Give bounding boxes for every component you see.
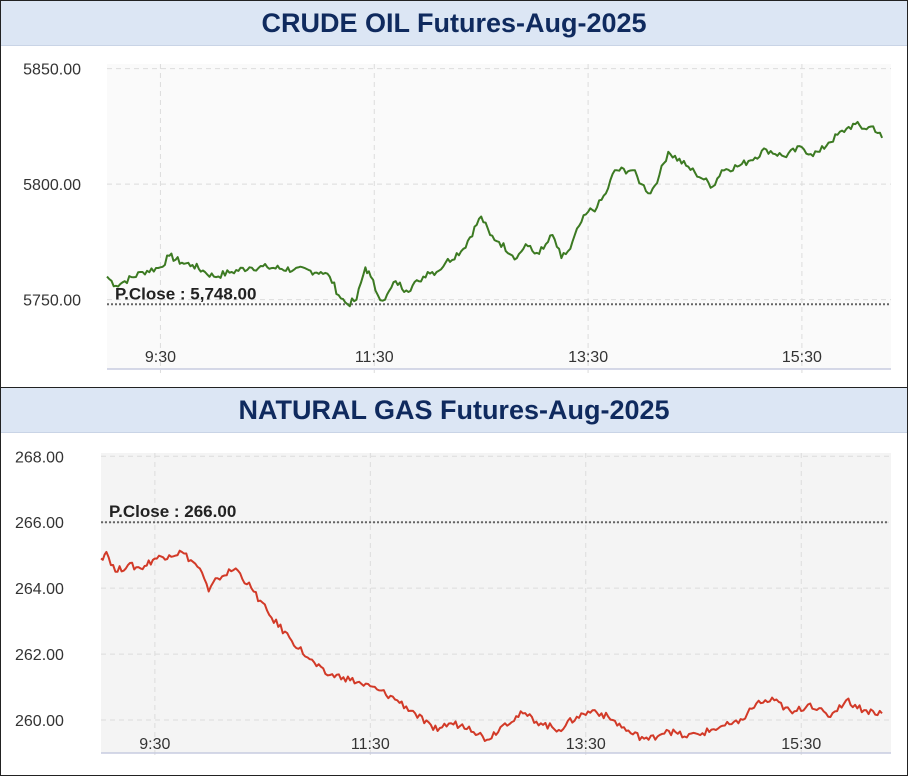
natural-gas-prev-close-label: P.Close : 266.00 [109, 502, 236, 521]
natural-gas-x-tick-label: 9:30 [139, 736, 170, 753]
crude-oil-y-tick-label: 5800.00 [23, 177, 81, 194]
crude-oil-plot-area [107, 64, 891, 369]
crude-oil-title: CRUDE OIL Futures-Aug-2025 [261, 7, 647, 38]
natural-gas-y-tick-label: 266.00 [15, 515, 64, 532]
crude-oil-x-tick-label: 9:30 [145, 349, 176, 366]
crude-oil-x-tick-label: 15:30 [782, 349, 822, 366]
natural-gas-y-tick-label: 260.00 [15, 713, 64, 730]
natural-gas-panel: NATURAL GAS Futures-Aug-2025 268.00 266.0… [0, 387, 908, 776]
crude-oil-title-bar: CRUDE OIL Futures-Aug-2025 [1, 1, 907, 46]
natural-gas-plot-area [101, 453, 891, 753]
natural-gas-y-tick-label: 264.00 [15, 581, 64, 598]
natural-gas-x-tick-label: 13:30 [566, 736, 606, 753]
natural-gas-title: NATURAL GAS Futures-Aug-2025 [238, 394, 670, 425]
crude-oil-x-tick-label: 13:30 [568, 349, 608, 366]
crude-oil-price-line [106, 120, 884, 308]
natural-gas-title-bar: NATURAL GAS Futures-Aug-2025 [1, 388, 907, 433]
natural-gas-x-tick-label: 15:30 [781, 736, 821, 753]
crude-oil-y-tick-label: 5850.00 [23, 62, 81, 79]
crude-oil-prev-close-label: P.Close : 5,748.00 [115, 284, 256, 303]
crude-oil-x-tick-label: 11:30 [355, 349, 394, 366]
natural-gas-price-line [100, 549, 883, 742]
crude-oil-chart: 5850.00 5800.00 5750.00 9:30 11:30 13:30 15:30… [23, 62, 891, 373]
natural-gas-chart: 268.00 266.00 264.00 262.00 260.00 9:30 11:30 1… [15, 449, 891, 757]
natural-gas-y-tick-label: 262.00 [15, 647, 64, 664]
crude-oil-panel: CRUDE OIL Futures-Aug-2025 5850.00 5800.0… [0, 0, 908, 388]
crude-oil-y-tick-label: 5750.00 [23, 293, 81, 310]
natural-gas-x-tick-label: 11:30 [351, 736, 390, 753]
natural-gas-y-tick-label: 268.00 [15, 449, 64, 466]
